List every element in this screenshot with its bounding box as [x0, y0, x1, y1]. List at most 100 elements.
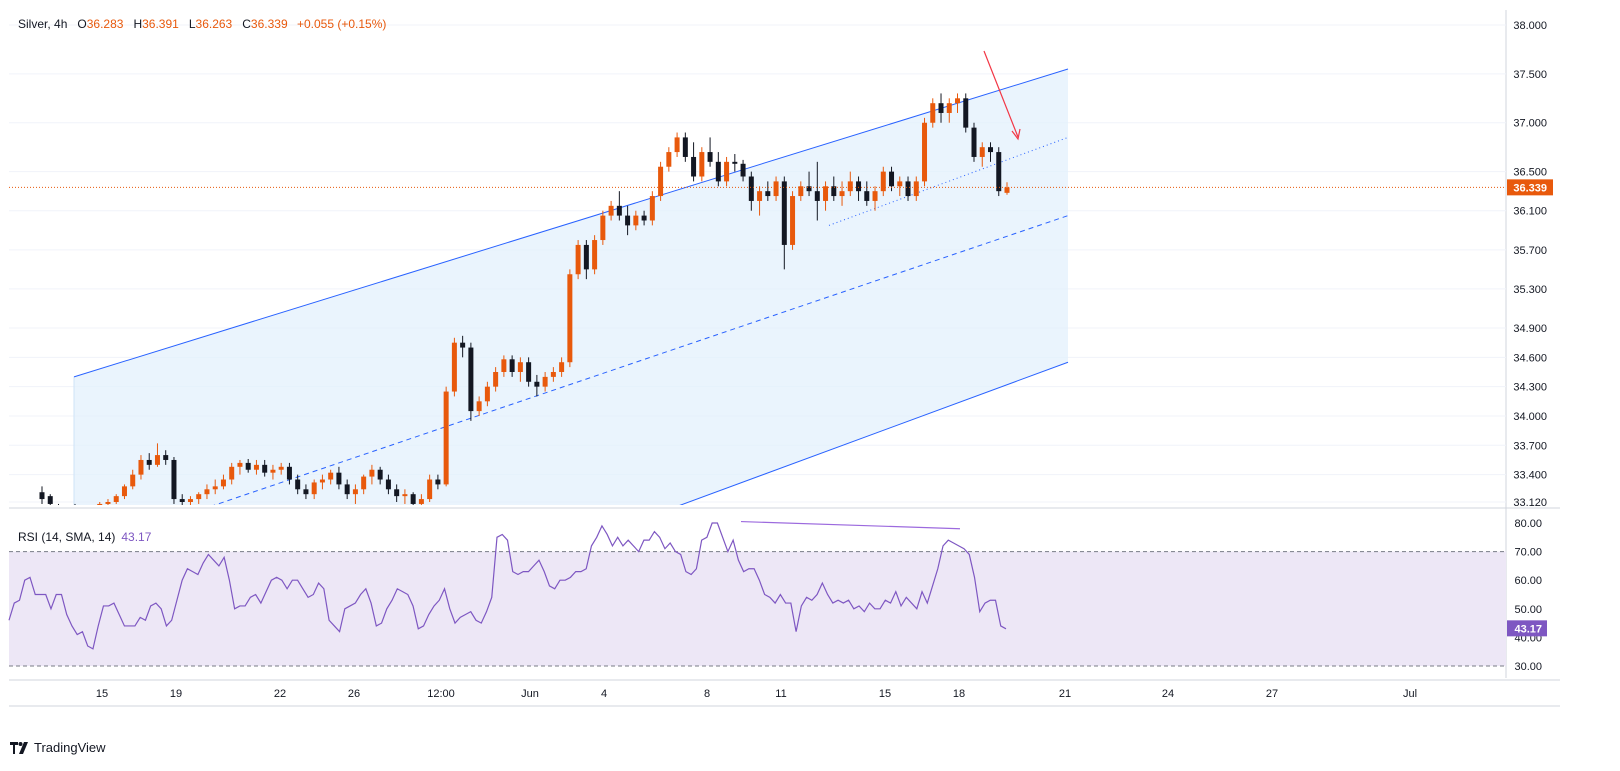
candle-body: [608, 205, 614, 216]
tradingview-logo[interactable]: TradingView: [10, 740, 106, 755]
time-tick-label: 15: [96, 688, 108, 700]
price-tick-label: 36.100: [1513, 206, 1547, 218]
candle-body: [988, 147, 994, 153]
candle-body: [889, 171, 895, 187]
candle-body: [427, 479, 433, 500]
candle-body: [856, 181, 862, 192]
candle-body: [600, 215, 606, 241]
candle-body: [955, 98, 961, 104]
candle-body: [303, 489, 309, 495]
candle-body: [847, 181, 853, 192]
time-tick-label: 27: [1266, 688, 1278, 700]
candle-body: [369, 469, 375, 477]
candle-body: [72, 509, 77, 512]
candle-body: [146, 459, 152, 465]
candle-body: [748, 176, 754, 201]
candle-body: [707, 152, 713, 162]
candle-body: [385, 479, 391, 490]
last-price-tag: [1507, 179, 1553, 196]
price-plot: [39, 68, 1069, 516]
candle-body: [278, 466, 284, 470]
candle-body: [616, 205, 622, 216]
time-tick-label: 22: [274, 688, 286, 700]
candle-body: [625, 215, 631, 226]
rsi-legend: RSI (14, SMA, 14) 43.17: [18, 530, 151, 544]
brand-name: TradingView: [34, 740, 106, 755]
candle-body: [963, 98, 969, 128]
rsi-tick-label: 30.00: [1514, 661, 1542, 673]
candle-body: [130, 474, 136, 487]
channel-lower-line: [679, 361, 1069, 505]
candle-body: [187, 499, 193, 502]
price-tick-label: 37.500: [1513, 69, 1547, 81]
change-value: +0.055 (+0.15%): [296, 17, 387, 31]
channel-middle-line: [213, 215, 1069, 505]
candle-body: [765, 191, 771, 197]
candle-body: [443, 391, 449, 485]
candle-body: [328, 472, 334, 480]
rsi-tick-label: 70.00: [1514, 547, 1542, 559]
candle-body: [179, 499, 185, 502]
time-tick-label: 26: [348, 688, 360, 700]
time-tick-label: 12:00: [427, 688, 455, 700]
candle-body: [971, 127, 977, 157]
candle-body: [699, 152, 705, 177]
candle-body: [476, 401, 482, 412]
annotation-arrow-head: [1011, 128, 1021, 141]
candle-body: [171, 459, 177, 500]
candle-body: [946, 103, 952, 113]
candle-body: [245, 462, 251, 470]
price-tick-label: 36.500: [1513, 167, 1547, 179]
price-tick-label: 33.700: [1513, 440, 1547, 452]
candle-body: [39, 492, 45, 500]
candle-body: [163, 455, 169, 460]
time-tick-label: Jun: [521, 688, 539, 700]
price-tick-label: 38.000: [1513, 20, 1547, 32]
time-tick-label: 8: [704, 688, 710, 700]
candle-body: [270, 469, 276, 473]
candle-body: [806, 186, 812, 192]
time-tick-label: Jul: [1403, 688, 1417, 700]
candle-body: [402, 494, 408, 497]
candle-body: [377, 469, 383, 480]
low-value: 36.263: [195, 17, 233, 31]
candle-body: [715, 161, 721, 182]
candle-body: [740, 163, 746, 177]
candle-body: [798, 186, 804, 197]
candle-body: [823, 186, 829, 201]
time-tick-label: 19: [170, 688, 182, 700]
rsi-divergence-line: [740, 520, 961, 530]
candle-body: [790, 196, 796, 245]
candle-body: [880, 171, 886, 192]
candle-body: [220, 479, 226, 487]
candle-body: [814, 191, 820, 201]
candle-body: [864, 191, 870, 201]
rsi-value-label: 43.17: [1514, 623, 1542, 635]
candle-body: [658, 166, 664, 197]
candle-body: [229, 466, 235, 480]
candle-body: [773, 181, 779, 197]
candle-body: [262, 464, 268, 473]
rsi-tick-label: 60.00: [1514, 575, 1542, 587]
price-tick-label: 34.600: [1513, 352, 1547, 364]
time-tick-label: 4: [601, 688, 607, 700]
candle-body: [781, 181, 787, 245]
candle-body: [121, 486, 127, 497]
dotted-trendline: [828, 136, 1069, 226]
price-tick-label: 37.000: [1513, 118, 1547, 130]
candle-body: [691, 156, 697, 177]
candle-body: [996, 152, 1002, 192]
candle-body: [930, 103, 936, 123]
candle-body: [493, 371, 499, 387]
candle-body: [97, 503, 103, 505]
candle-body: [81, 514, 86, 516]
rsi-tick-label: 80.00: [1514, 518, 1542, 530]
price-tick-label: 35.700: [1513, 245, 1547, 257]
candle-body: [633, 215, 639, 226]
candle-body: [138, 459, 144, 475]
candle-body: [501, 359, 507, 372]
candle-body: [674, 137, 680, 153]
candle-body: [542, 376, 548, 387]
candle-body: [732, 161, 738, 164]
